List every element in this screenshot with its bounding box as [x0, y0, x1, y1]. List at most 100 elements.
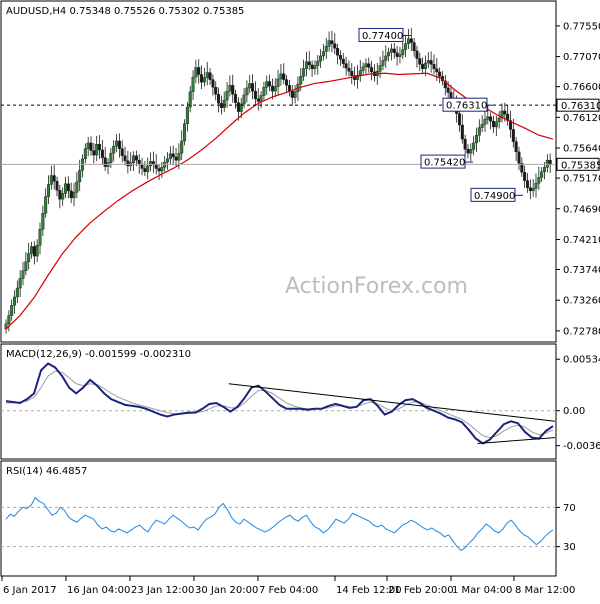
- candle-body: [256, 98, 260, 102]
- candle-body: [30, 246, 34, 254]
- candle-body: [171, 153, 175, 158]
- candle-body: [531, 188, 535, 192]
- candle-body: [166, 158, 170, 163]
- candle-body: [273, 86, 277, 92]
- candle-body: [421, 64, 425, 69]
- x-tick-label: 14 Feb 12:00: [336, 585, 402, 596]
- price-annotation: 0.74900: [470, 187, 523, 202]
- candle: [194, 59, 198, 84]
- candle: [217, 87, 221, 113]
- candle: [185, 101, 189, 132]
- candle-body: [228, 85, 232, 92]
- candle-body: [378, 65, 382, 72]
- candle-body: [503, 110, 507, 115]
- candle-body: [404, 43, 408, 50]
- candle-body: [412, 42, 416, 52]
- candle-body: [103, 157, 107, 167]
- candle: [313, 60, 317, 75]
- candle: [10, 299, 14, 321]
- candle: [336, 43, 340, 65]
- candle-body: [251, 83, 255, 92]
- candle: [307, 51, 311, 71]
- candle: [421, 57, 425, 74]
- candle: [324, 38, 328, 60]
- candle: [327, 31, 331, 52]
- candle: [290, 85, 294, 106]
- candle: [378, 56, 382, 79]
- candle: [466, 144, 470, 159]
- candle-body: [21, 270, 25, 279]
- candle: [72, 183, 76, 207]
- candle-body: [460, 124, 464, 140]
- candle-body: [426, 60, 430, 64]
- candle-body: [545, 159, 549, 168]
- candle-body: [180, 140, 184, 154]
- candle-body: [330, 40, 334, 45]
- candle: [44, 188, 48, 218]
- candle: [409, 28, 413, 51]
- price-panel: AUDUSD,H4 0.75348 0.75526 0.75302 0.7538…: [0, 0, 600, 343]
- candle: [302, 59, 306, 81]
- candle: [262, 82, 266, 101]
- candle-body: [302, 68, 306, 77]
- candle-body: [248, 83, 252, 89]
- candle-body: [517, 151, 521, 164]
- candle-body: [483, 119, 487, 125]
- dashed-level-box: [556, 98, 600, 112]
- ma-line: [5, 72, 554, 330]
- candle-body: [202, 77, 206, 83]
- candle: [525, 173, 529, 193]
- macd-panel: MACD(12,26,9) -0.001599 -0.002310 0.0053…: [0, 343, 600, 460]
- candle-body: [262, 87, 266, 96]
- candle-body: [177, 152, 181, 161]
- candle-body: [438, 71, 442, 77]
- candle-body: [24, 261, 28, 271]
- candle: [95, 135, 99, 162]
- candle: [166, 152, 170, 170]
- candle: [523, 165, 527, 189]
- candle: [126, 150, 130, 174]
- candle: [66, 176, 70, 199]
- x-tick-label: 8 Mar 12:00: [515, 585, 575, 596]
- candle: [364, 58, 368, 75]
- candle: [534, 173, 538, 198]
- candle-body: [236, 102, 240, 112]
- candle-body: [497, 117, 501, 123]
- candle: [350, 62, 354, 85]
- candle: [542, 161, 546, 180]
- candle-body: [35, 245, 39, 257]
- candle: [251, 74, 255, 100]
- candle: [429, 51, 433, 73]
- candle: [319, 49, 323, 68]
- candle-body: [406, 38, 410, 45]
- macd-panel-frame: [0, 343, 557, 460]
- candle: [508, 110, 512, 138]
- candle-body: [310, 64, 314, 69]
- candle: [398, 47, 402, 64]
- x-tick-label: 16 Jan 04:00: [67, 585, 130, 596]
- candle: [219, 95, 223, 115]
- candle: [103, 147, 107, 172]
- candle: [270, 78, 274, 100]
- candle: [83, 143, 87, 164]
- macd-trendline: [228, 383, 556, 422]
- candle: [47, 175, 51, 205]
- candle-body: [364, 63, 368, 68]
- candle: [149, 152, 153, 172]
- candle: [276, 69, 280, 96]
- candle: [469, 143, 473, 162]
- candle-body: [415, 50, 419, 59]
- candle-body: [443, 80, 447, 89]
- candle: [100, 140, 104, 165]
- candle-body: [208, 72, 212, 80]
- candle-body: [287, 85, 291, 92]
- macd-y-tick-label: 0.00: [563, 406, 585, 417]
- candle-body: [341, 58, 345, 64]
- candle-body: [491, 120, 495, 128]
- candle-body: [401, 49, 405, 55]
- candle-body: [477, 127, 481, 136]
- candle: [293, 84, 297, 104]
- candle: [316, 55, 320, 75]
